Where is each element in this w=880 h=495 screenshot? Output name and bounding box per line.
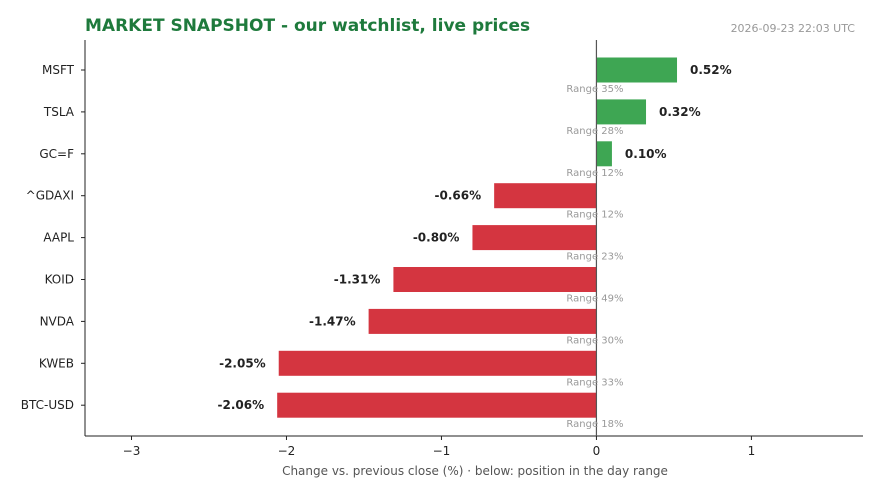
labels-group: 0.52%Range 35%0.32%Range 28%0.10%Range 1…	[218, 63, 732, 430]
plot-area: 0.52%Range 35%0.32%Range 28%0.10%Range 1…	[21, 40, 863, 458]
range-label: Range 30%	[566, 335, 623, 346]
bar--gdaxi	[494, 183, 597, 209]
range-label: Range 33%	[566, 377, 623, 388]
y-tick-label: GC=F	[39, 147, 74, 161]
value-label: -0.80%	[413, 231, 460, 245]
value-label: -1.47%	[309, 314, 356, 328]
bar-gc-f	[596, 141, 612, 167]
x-tick-label: −3	[123, 444, 141, 458]
range-label: Range 49%	[566, 294, 623, 305]
y-tick-label: MSFT	[42, 63, 75, 77]
x-tick-label: −2	[278, 444, 296, 458]
x-tick-label: 1	[748, 444, 756, 458]
y-tick-label: KWEB	[39, 356, 74, 370]
bar-nvda	[368, 308, 597, 334]
bar-tsla	[596, 99, 647, 125]
chart-title: MARKET SNAPSHOT - our watchlist, live pr…	[85, 16, 530, 36]
value-label: 0.10%	[625, 147, 667, 161]
value-label: 0.32%	[659, 105, 701, 119]
x-tick-label: 0	[593, 444, 601, 458]
value-label: -0.66%	[435, 189, 482, 203]
value-label: -2.06%	[218, 398, 265, 412]
y-tick-label: AAPL	[43, 231, 74, 245]
bar-aapl	[472, 225, 597, 251]
range-label: Range 18%	[566, 419, 623, 430]
range-label: Range 12%	[566, 210, 623, 221]
bar-btc-usd	[277, 392, 597, 418]
bars-group	[277, 57, 678, 418]
value-label: -1.31%	[334, 273, 381, 287]
y-tick-label: TSLA	[43, 105, 75, 119]
value-label: 0.52%	[690, 63, 732, 77]
x-axis-label: Change vs. previous close (%) · below: p…	[282, 464, 668, 478]
bar-kweb	[278, 350, 597, 376]
bar-msft	[596, 57, 678, 83]
y-tick-label: NVDA	[40, 314, 75, 328]
y-axis: MSFT TSLA GC=F ^GDAXI AAPL KOID NVDA KWEB BTC-US…	[21, 63, 85, 412]
x-axis: −3 −2 −1 0 1	[123, 436, 756, 458]
timestamp: 2026-09-23 22:03 UTC	[731, 22, 856, 35]
range-label: Range 12%	[566, 168, 623, 179]
range-label: Range 23%	[566, 252, 623, 263]
range-label: Range 28%	[566, 126, 623, 137]
y-tick-label: BTC-USD	[21, 398, 74, 412]
range-label: Range 35%	[566, 84, 623, 95]
y-tick-label: KOID	[45, 273, 74, 287]
y-tick-label: ^GDAXI	[26, 189, 74, 203]
bar-koid	[393, 267, 597, 292]
value-label: -2.05%	[219, 356, 266, 370]
x-tick-label: −1	[433, 444, 451, 458]
